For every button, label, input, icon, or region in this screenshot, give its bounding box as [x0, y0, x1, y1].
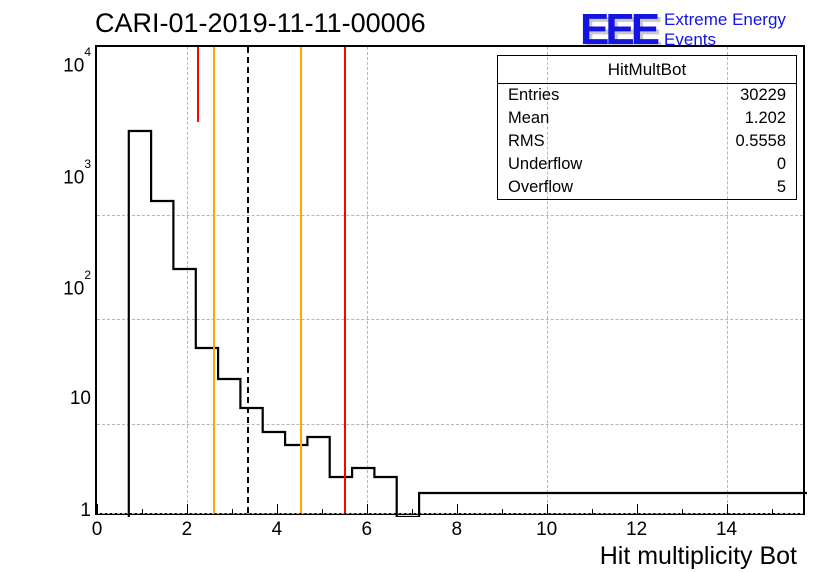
stats-row-entries: Entries 30229 [498, 84, 796, 107]
stats-box: HitMultBot Entries 30229 Mean 1.202 RMS … [497, 55, 797, 200]
xtick-minor [142, 509, 143, 514]
stats-row-mean: Mean 1.202 [498, 107, 796, 130]
xtick-minor [232, 509, 233, 514]
vline-dashed [247, 47, 249, 513]
vline-red-full [344, 47, 346, 513]
ylabel-10: 10 [36, 388, 91, 410]
xtick-10 [547, 504, 548, 514]
x-axis-caption: Hit multiplicity Bot [600, 542, 797, 571]
xtick-minor [502, 509, 503, 514]
stats-row-underflow: Underflow 0 [498, 153, 796, 176]
xtick-minor [592, 509, 593, 514]
xtick-2 [187, 504, 188, 514]
vline-orange-1 [213, 47, 215, 513]
stats-row-rms: RMS 0.5558 [498, 130, 796, 153]
vline-orange-2 [300, 47, 302, 513]
xtick-6 [367, 504, 368, 514]
xlabel-0: 0 [82, 519, 112, 541]
xtick-minor [772, 509, 773, 514]
xtick-0 [97, 504, 98, 514]
xlabel-14: 14 [712, 519, 742, 541]
xtick-minor [322, 509, 323, 514]
xtick-minor [682, 509, 683, 514]
xtick-8 [457, 504, 458, 514]
stats-row-overflow: Overflow 5 [498, 176, 796, 199]
xlabel-12: 12 [622, 519, 652, 541]
histogram-plot-area[interactable]: 0 2 4 6 8 10 12 14 1 10 102 103 104 Hit … [95, 45, 805, 515]
eee-subtitle-line1: Extreme Energy Events [664, 10, 836, 49]
xlabel-4: 4 [262, 519, 292, 541]
xtick-minor [412, 509, 413, 514]
xlabel-6: 6 [352, 519, 382, 541]
vline-red-short [197, 47, 199, 122]
root-canvas: CARI-01-2019-11-11-00006 EEE EEE Extreme… [0, 0, 836, 572]
ylabel-10000: 104 [36, 53, 91, 77]
xlabel-10: 10 [532, 519, 562, 541]
xtick-12 [637, 504, 638, 514]
ylabel-1: 1 [36, 500, 91, 522]
xtick-14 [727, 504, 728, 514]
xlabel-2: 2 [172, 519, 202, 541]
stats-box-title: HitMultBot [498, 56, 796, 84]
eee-logo-text: EEE [580, 5, 656, 54]
page-title: CARI-01-2019-11-11-00006 [95, 8, 426, 39]
xlabel-8: 8 [442, 519, 472, 541]
ylabel-1000: 103 [36, 165, 91, 189]
xtick-4 [277, 504, 278, 514]
ylabel-100: 102 [36, 276, 91, 300]
